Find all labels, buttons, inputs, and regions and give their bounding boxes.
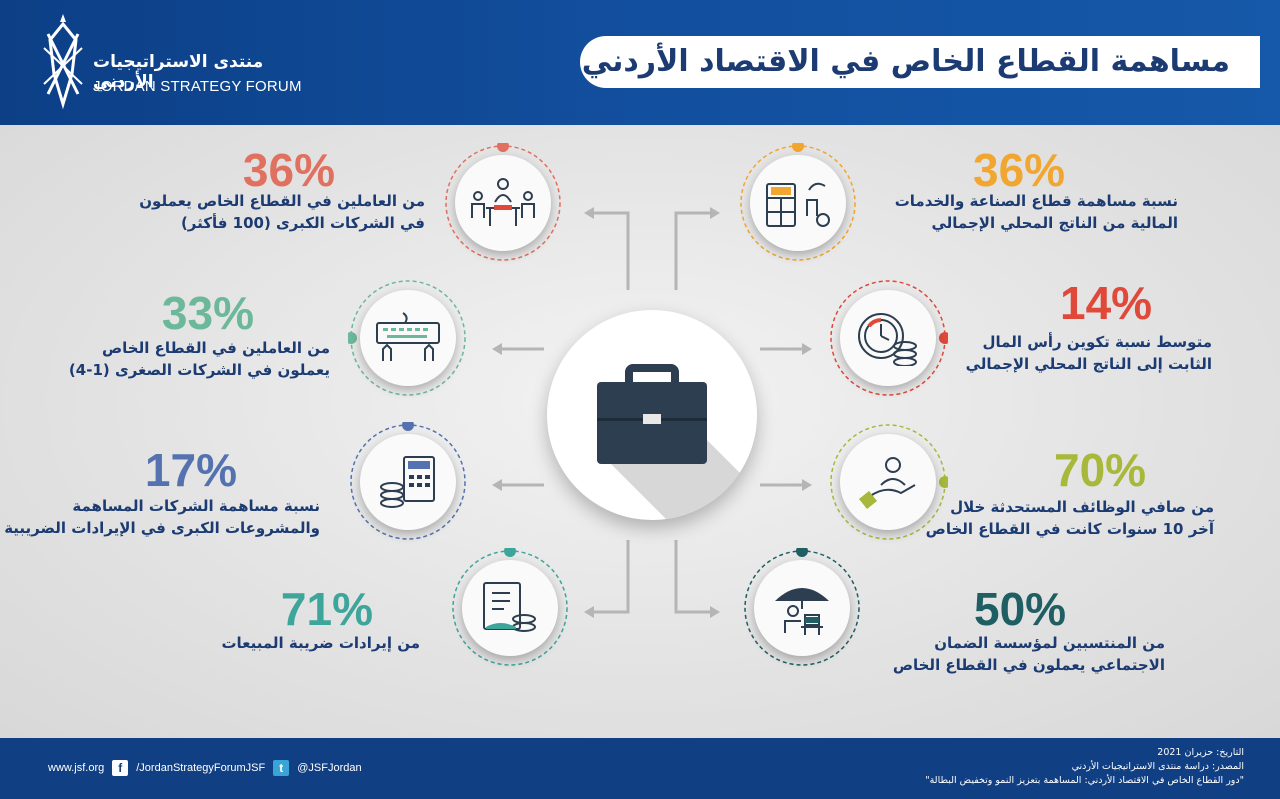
- left-item-4-line1: من إيرادات ضريبة المبيعات: [221, 634, 420, 652]
- briefcase-icon: [597, 364, 757, 520]
- left-item-2-line2: يعملون في الشركات الصغرى (1-4): [68, 361, 330, 379]
- right-item-3-line1: من صافي الوظائف المستحدثة خلال: [950, 498, 1214, 516]
- left-item-2-circle: [348, 278, 468, 398]
- right-item-4-percent: 50%: [974, 583, 1067, 635]
- left-item-4-percent: 71%: [280, 583, 373, 635]
- jsf-logo-icon: [43, 14, 83, 110]
- left-item-3-percent: 17%: [144, 444, 237, 496]
- left-item-3-line2: والمشروعات الكبرى في الإيرادات الضريبية: [4, 519, 320, 537]
- page-title: مساهمة القطاع الخاص في الاقتصاد الأردني: [581, 44, 1230, 79]
- title-banner: مساهمة القطاع الخاص في الاقتصاد الأردني: [580, 36, 1260, 88]
- connector-arrows: [492, 207, 812, 618]
- left-item-2-percent: 33%: [161, 287, 254, 339]
- right-item-3-line2: آخر 10 سنوات كانت في القطاع الخاص: [925, 520, 1214, 538]
- footer-source: التاريخ: حزيران 2021 المصدر: دراسة منتدى…: [925, 746, 1244, 788]
- twitter-icon: t: [273, 760, 290, 776]
- right-item-3-percent: 70%: [1054, 444, 1147, 496]
- twitter-link[interactable]: @JSFJordan: [297, 762, 362, 774]
- left-item-4-circle: [450, 548, 570, 668]
- header: منتدى الاستراتيجيات الأردني JORDAN STRAT…: [0, 0, 1280, 125]
- document-coins-icon: [483, 582, 536, 632]
- left-item-1-circle: [443, 143, 563, 263]
- footer-source-line1: المصدر: دراسة منتدى الاستراتيجيات الأردن…: [1071, 761, 1244, 772]
- website-link[interactable]: www.jsf.org: [48, 762, 105, 774]
- umbrella-worker-icon: [775, 588, 829, 635]
- right-item-1-circle: [738, 143, 858, 263]
- right-item-1-percent: 36%: [973, 144, 1066, 196]
- hand-person-icon: [859, 457, 916, 509]
- right-item-2-circle: [828, 278, 948, 398]
- left-item-1-line2: في الشركات الكبرى (100 فأكثر): [180, 214, 425, 232]
- clock-coins-icon: [858, 313, 917, 366]
- left-item-1-percent: 36%: [242, 144, 335, 196]
- footer-source-line2: "دور القطاع الخاص في الاقتصاد الأردني: ا…: [925, 775, 1244, 786]
- logo-english-text: JORDAN STRATEGY FORUM: [93, 78, 302, 95]
- keyboard-hands-icon: [376, 312, 440, 361]
- right-item-2-percent: 14%: [1060, 277, 1153, 329]
- right-item-1-line2: المالية من الناتج المحلي الإجمالي: [931, 214, 1178, 232]
- footer: www.jsf.org f /JordanStrategyForumJSF t …: [0, 738, 1280, 799]
- facebook-icon: f: [112, 760, 129, 776]
- meeting-icon: [471, 178, 535, 226]
- right-item-2-line2: الثابت إلى الناتج المحلي الإجمالي: [965, 355, 1212, 373]
- left-item-1-line1: من العاملين في القطاع الخاص يعملون: [139, 192, 425, 210]
- right-item-4-line1: من المنتسبين لمؤسسة الضمان: [934, 634, 1165, 652]
- left-item-3-circle: [348, 422, 468, 542]
- footer-links: www.jsf.org f /JordanStrategyForumJSF t …: [48, 760, 362, 776]
- left-item-2-line1: من العاملين في القطاع الخاص: [101, 339, 330, 357]
- right-item-4-circle: [742, 548, 862, 668]
- right-item-3-circle: [828, 422, 948, 542]
- center-circle: [547, 310, 757, 520]
- right-item-1-line1: نسبة مساهمة قطاع الصناعة والخدمات: [894, 192, 1178, 210]
- calculator-coins-icon: [380, 456, 435, 508]
- facebook-link[interactable]: /JordanStrategyForumJSF: [136, 762, 266, 774]
- right-item-4-line2: الاجتماعي يعملون في القطاع الخاص: [892, 656, 1165, 674]
- left-item-3-line1: نسبة مساهمة الشركات المساهمة: [72, 497, 320, 515]
- logo-arabic-text: منتدى الاستراتيجيات الأردني: [93, 52, 264, 92]
- calculator-factory-icon: [766, 182, 830, 227]
- right-item-2-line1: متوسط نسبة تكوين رأس المال: [982, 333, 1212, 351]
- footer-date: التاريخ: حزيران 2021: [1157, 747, 1244, 758]
